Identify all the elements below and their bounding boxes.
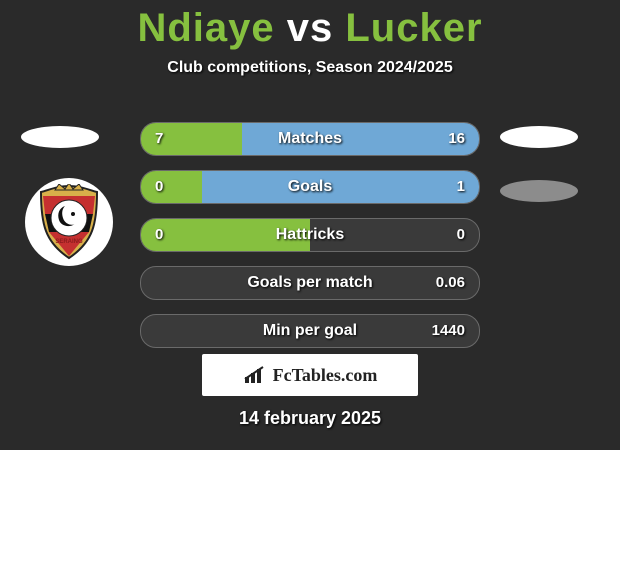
player2-name: Lucker [345, 6, 482, 50]
stat-value-right: 0.06 [436, 267, 465, 299]
stat-label: Matches [141, 123, 479, 155]
stat-row: Min per goal 1440 [140, 314, 480, 348]
stat-value-right: 16 [448, 123, 465, 155]
stat-label: Min per goal [141, 315, 479, 347]
stat-row: 7 Matches 16 [140, 122, 480, 156]
stat-row: 0 Hattricks 0 [140, 218, 480, 252]
site-logo-text: FcTables.com [273, 365, 378, 386]
stat-label: Hattricks [141, 219, 479, 251]
stat-label: Goals per match [141, 267, 479, 299]
date-label: 14 february 2025 [0, 408, 620, 429]
stats-container: 7 Matches 16 0 Goals 1 0 Hattricks 0 Goa… [140, 122, 480, 362]
decor-ellipse-right-2 [500, 180, 578, 202]
stat-label: Goals [141, 171, 479, 203]
bars-icon [243, 365, 267, 385]
vs-label: vs [287, 6, 334, 50]
stat-value-right: 0 [457, 219, 465, 251]
stat-value-right: 1 [457, 171, 465, 203]
shield-icon: SERAING [35, 184, 103, 260]
club-badge: SERAING [25, 178, 113, 266]
decor-ellipse-right-1 [500, 126, 578, 148]
stat-value-right: 1440 [432, 315, 465, 347]
site-logo[interactable]: FcTables.com [202, 354, 418, 396]
player1-name: Ndiaye [137, 6, 274, 50]
stat-row: 0 Goals 1 [140, 170, 480, 204]
comparison-panel: Ndiaye vs Lucker Club competitions, Seas… [0, 0, 620, 450]
decor-ellipse-left [21, 126, 99, 148]
svg-text:SERAING: SERAING [55, 239, 83, 245]
page-title: Ndiaye vs Lucker [0, 0, 620, 51]
subtitle: Club competitions, Season 2024/2025 [0, 59, 620, 77]
stat-row: Goals per match 0.06 [140, 266, 480, 300]
